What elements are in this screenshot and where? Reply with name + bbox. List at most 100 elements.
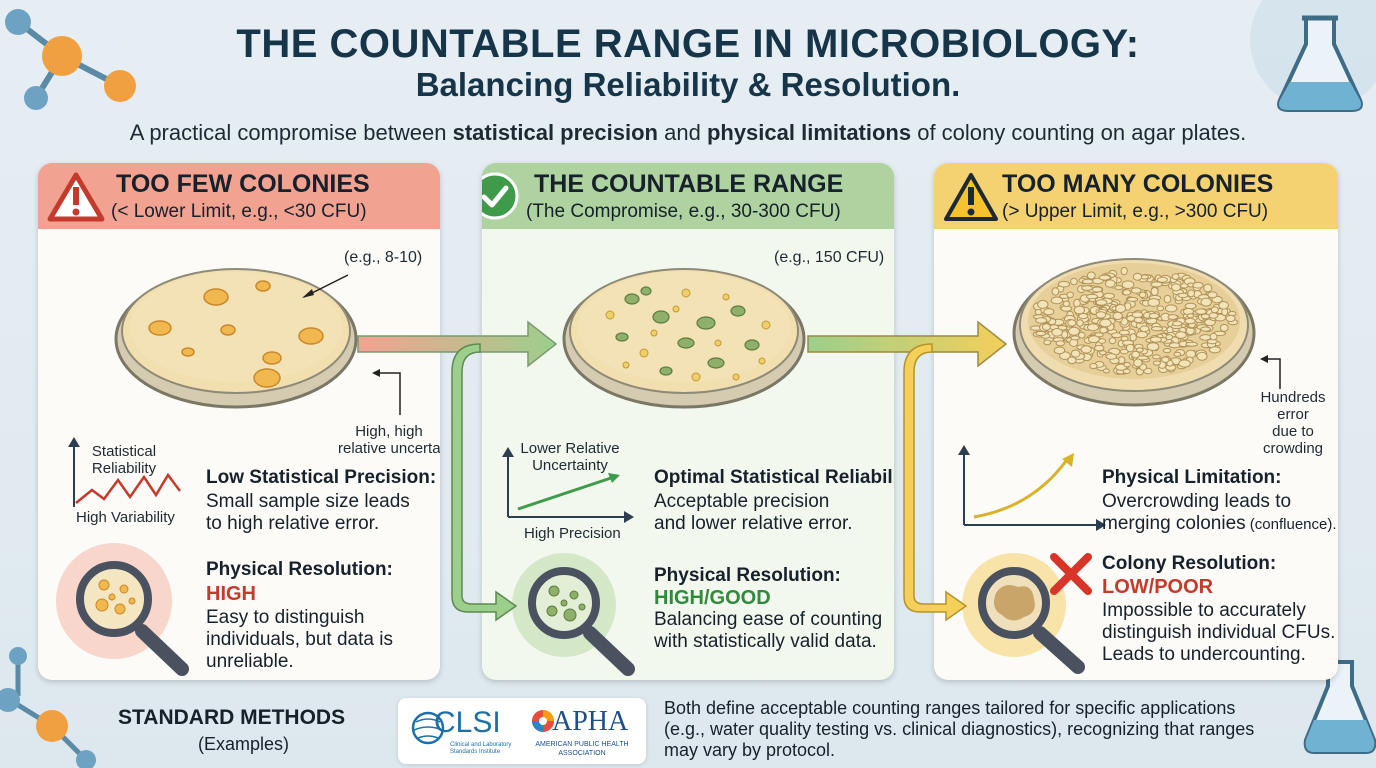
colony <box>1066 291 1075 298</box>
colony <box>1150 281 1163 288</box>
cross-icon <box>1050 553 1092 595</box>
colony <box>1207 291 1218 299</box>
colony <box>1161 356 1170 363</box>
colony <box>1184 317 1196 325</box>
resolution-value: LOW/POOR <box>1102 576 1214 598</box>
colony <box>1123 362 1131 368</box>
stat-body: Acceptable precision and lower relative e… <box>654 491 853 534</box>
colony <box>1122 289 1132 296</box>
colony <box>1078 313 1089 320</box>
colony <box>1050 296 1064 305</box>
colony <box>1067 319 1077 327</box>
colony <box>1099 318 1112 328</box>
colony <box>1151 326 1163 332</box>
colony <box>1098 274 1111 281</box>
colony <box>1122 368 1131 375</box>
caution-icon <box>944 173 998 221</box>
petri-dish <box>114 268 358 409</box>
colony <box>1087 335 1100 344</box>
arrow-icon <box>357 320 558 368</box>
colony <box>1165 334 1174 341</box>
magnifier-icon <box>56 543 189 676</box>
colony <box>1043 339 1052 346</box>
colony <box>1111 332 1123 339</box>
colony <box>1108 337 1117 345</box>
page-title: THE COUNTABLE RANGE IN MICROBIOLOGY: <box>236 22 1140 66</box>
graph-y-label: Lower Relative Uncertainty <box>520 440 620 474</box>
colony <box>1210 306 1219 314</box>
colony <box>1147 298 1160 307</box>
resolution-title: Physical Resolution: <box>206 559 393 580</box>
colony <box>1156 305 1165 312</box>
colony <box>1171 273 1180 280</box>
footer-subtitle: (Examples) <box>198 734 290 754</box>
petri-dish <box>562 268 806 409</box>
arrow-icon <box>302 274 349 298</box>
colony <box>1149 336 1162 343</box>
plate-label: (e.g., 8-10) <box>344 249 423 266</box>
colony <box>1195 308 1207 315</box>
precision-graph <box>502 447 634 523</box>
colony <box>1162 348 1172 354</box>
variability-graph <box>68 437 181 507</box>
colony <box>1043 308 1055 316</box>
colony <box>1148 312 1160 320</box>
standards-logos: CLSI Clinical and Laboratory Standards In… <box>398 698 646 764</box>
panel-countable-range: THE COUNTABLE RANGE (The Compromise, e.g… <box>482 163 894 680</box>
arrow-icon <box>807 320 1008 368</box>
panel-header: THE COUNTABLE RANGE (The Compromise, e.g… <box>482 163 894 229</box>
colony <box>1094 344 1105 352</box>
colony <box>1114 285 1124 291</box>
colony <box>1086 293 1098 300</box>
colony <box>1172 320 1183 327</box>
colony <box>1163 294 1172 304</box>
arrow-icon <box>372 369 401 415</box>
limitation-graph <box>958 445 1106 531</box>
colony <box>1051 328 1063 337</box>
colony <box>1186 313 1195 319</box>
colony <box>1068 326 1080 336</box>
panel-range: (> Upper Limit, e.g., >300 CFU) <box>1002 201 1269 222</box>
colony <box>1133 316 1144 324</box>
colony <box>1135 347 1144 353</box>
colony <box>1035 330 1047 337</box>
colony <box>1102 368 1110 374</box>
magnifier-icon <box>962 553 1085 674</box>
colony <box>1132 272 1143 281</box>
panel-title: TOO MANY COLONIES <box>1002 170 1274 198</box>
arrow-icon <box>451 343 518 622</box>
apha-logo <box>532 710 554 732</box>
colony <box>1062 300 1071 308</box>
colony <box>1070 277 1078 286</box>
colony <box>1058 280 1070 288</box>
stat-title: Low Statistical Precision: <box>206 467 437 488</box>
colony <box>1225 314 1236 323</box>
colony <box>1131 350 1140 359</box>
colony <box>1177 292 1189 299</box>
colony <box>1078 331 1086 339</box>
colony <box>1218 301 1229 310</box>
colony <box>1089 363 1098 370</box>
clsi-logo <box>411 711 445 745</box>
colony <box>1167 314 1179 320</box>
colony <box>1118 329 1131 336</box>
plate-label: (e.g., 150 CFU) <box>774 249 885 266</box>
colony <box>1104 279 1116 288</box>
colony <box>1178 359 1191 368</box>
colony <box>1138 291 1147 299</box>
stat-body: Small sample size leads to high relative … <box>206 491 410 534</box>
checkmark-icon <box>482 172 519 220</box>
colony <box>1125 343 1135 353</box>
colony <box>1105 353 1118 360</box>
colony <box>1076 319 1084 327</box>
clsi-logo-subtitle: Clinical and Laboratory Standards Institu… <box>450 742 512 755</box>
colony <box>1055 340 1065 347</box>
graph-x-label: High Precision <box>524 525 621 542</box>
colony <box>1121 280 1135 290</box>
apha-logo-subtitle: AMERICAN PUBLIC HEALTH ASSOCIATION <box>535 741 629 757</box>
panel-range: (The Compromise, e.g., 30-300 CFU) <box>526 201 841 222</box>
colony <box>1219 323 1229 332</box>
colony <box>1175 331 1187 339</box>
